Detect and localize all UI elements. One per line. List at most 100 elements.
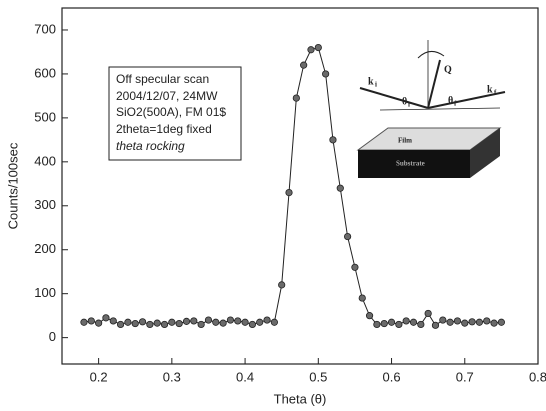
data-point xyxy=(131,319,139,328)
x-tick-label: 0.3 xyxy=(163,369,181,384)
data-point xyxy=(446,318,454,326)
data-point xyxy=(146,320,154,329)
q-vector xyxy=(427,59,441,109)
data-point xyxy=(395,320,403,329)
y-tick-label: 700 xyxy=(34,21,56,36)
y-tick-label: 400 xyxy=(34,153,56,168)
data-point xyxy=(124,318,132,326)
x-tick-label: 0.5 xyxy=(309,369,327,384)
x-axis-label: Theta (θ) xyxy=(274,391,327,406)
data-point xyxy=(439,316,447,324)
surface-line xyxy=(379,107,501,111)
data-point xyxy=(263,316,271,324)
y-tick-label: 300 xyxy=(34,197,56,212)
inset-label: θ xyxy=(402,96,407,107)
data-point xyxy=(468,318,476,326)
data-point xyxy=(351,263,359,271)
data-point xyxy=(402,317,410,325)
rotation-arrow xyxy=(417,51,445,59)
data-point xyxy=(219,319,227,327)
y-tick-label: 100 xyxy=(34,285,56,300)
inset-label: i xyxy=(408,101,410,109)
data-point xyxy=(80,318,88,326)
data-point xyxy=(109,317,117,325)
data-point xyxy=(387,318,396,326)
data-point xyxy=(461,319,469,327)
exit-beam xyxy=(427,91,506,109)
data-point xyxy=(475,318,484,326)
x-tick-label: 0.6 xyxy=(382,369,400,384)
data-point xyxy=(87,317,95,325)
annotation-line: 2theta=1deg fixed xyxy=(116,122,212,136)
data-point xyxy=(417,320,425,329)
data-point xyxy=(212,318,220,326)
annotation-line: SiO2(500A), FM 01$ xyxy=(116,105,226,119)
data-point xyxy=(160,320,169,329)
data-point xyxy=(431,321,440,329)
data-point xyxy=(256,318,264,326)
data-point xyxy=(197,320,205,329)
inset-label: f xyxy=(454,100,457,108)
data-point xyxy=(343,232,352,241)
data-point xyxy=(424,309,432,318)
data-point xyxy=(409,318,418,326)
inset-label: θ xyxy=(448,95,453,106)
x-tick-label: 0.2 xyxy=(90,369,108,384)
data-point xyxy=(322,70,330,78)
inset-label: Film xyxy=(398,137,412,145)
data-point xyxy=(168,318,176,326)
substrate-front xyxy=(358,150,470,178)
data-point xyxy=(95,319,103,327)
data-point xyxy=(329,136,337,144)
plot-frame xyxy=(61,7,539,365)
data-point xyxy=(453,317,462,325)
data-point xyxy=(365,312,374,320)
annotation-line: theta rocking xyxy=(116,139,185,153)
data-line xyxy=(83,46,502,327)
y-tick-label: 600 xyxy=(34,65,56,80)
data-point xyxy=(483,317,491,325)
data-point xyxy=(190,317,198,325)
incident-beam xyxy=(359,87,429,109)
data-point xyxy=(153,319,161,327)
annotation-line: Off specular scan xyxy=(116,72,209,86)
data-point xyxy=(285,188,293,197)
y-tick-label: 0 xyxy=(49,329,56,344)
data-point xyxy=(116,320,125,329)
x-tick-label: 0.7 xyxy=(456,369,474,384)
data-point xyxy=(307,46,315,54)
data-point xyxy=(241,318,249,326)
annotation-box: Off specular scan 2004/12/07, 24MW SiO2(… xyxy=(108,66,242,161)
inset-label: Substrate xyxy=(396,160,425,168)
x-tick-label: 0.4 xyxy=(236,369,254,384)
inset-diagram: k i θ i θ f k f Q Film Substrate xyxy=(356,40,506,178)
data-point xyxy=(182,317,191,325)
data-point xyxy=(204,316,213,324)
data-point xyxy=(336,184,344,192)
y-axis-label: Counts/100sec xyxy=(5,142,20,229)
y-tick-label: 500 xyxy=(34,109,56,124)
inset-label: Q xyxy=(444,64,452,75)
data-point xyxy=(175,319,183,328)
inset-label: k xyxy=(368,76,374,87)
data-point xyxy=(102,314,110,322)
data-point xyxy=(497,318,505,326)
data-point xyxy=(490,319,498,327)
data-point xyxy=(248,320,256,329)
data-point xyxy=(138,318,147,326)
annotation-frame xyxy=(108,66,242,161)
data-point xyxy=(300,61,308,69)
data-point xyxy=(292,94,300,102)
y-tick-label: 200 xyxy=(34,241,56,256)
data-point xyxy=(226,316,235,324)
inset-label: f xyxy=(494,89,497,97)
data-point xyxy=(234,317,242,325)
inset-label: i xyxy=(375,81,377,89)
data-point xyxy=(358,294,366,302)
data-point xyxy=(270,318,278,326)
data-point xyxy=(380,319,388,328)
annotation-line: 2004/12/07, 24MW xyxy=(116,89,218,103)
substrate-side xyxy=(470,128,500,178)
data-point xyxy=(373,320,381,329)
